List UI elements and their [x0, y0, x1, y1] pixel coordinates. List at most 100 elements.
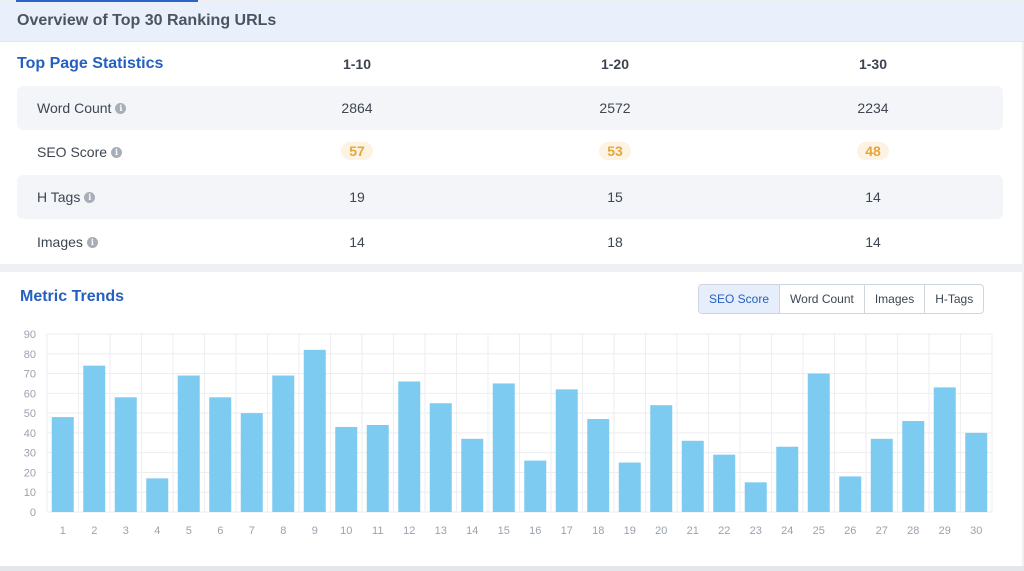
x-tick-label: 1	[60, 525, 66, 537]
y-tick-label: 10	[24, 487, 36, 499]
y-tick-label: 90	[24, 329, 36, 341]
bar-11[interactable]	[366, 424, 389, 512]
x-tick-label: 29	[939, 525, 951, 537]
bar-7[interactable]	[240, 413, 263, 512]
x-tick-label: 14	[466, 525, 478, 537]
bar-16[interactable]	[524, 460, 547, 512]
stats-title: Top Page Statistics	[17, 55, 164, 72]
bar-21[interactable]	[681, 440, 704, 512]
stat-value: 2234	[857, 100, 889, 116]
bar-30[interactable]	[965, 432, 988, 512]
x-tick-label: 15	[498, 525, 510, 537]
overview-header: Overview of Top 30 Ranking URLs	[0, 2, 1024, 42]
x-tick-label: 4	[154, 525, 160, 537]
stats-row-seo-score: SEO Score i 57 53 48	[17, 130, 1003, 174]
bar-4[interactable]	[146, 478, 169, 512]
seo-score-badge: 57	[341, 142, 373, 160]
info-icon[interactable]: i	[115, 102, 127, 114]
row-label: Images i	[37, 234, 98, 250]
info-icon[interactable]: i	[111, 146, 123, 158]
active-tab-indicator	[16, 0, 198, 2]
x-tick-label: 7	[249, 525, 255, 537]
info-icon[interactable]: i	[84, 191, 96, 203]
stats-row-word-count: Word Count i 2864 2572 2234	[17, 86, 1003, 130]
x-tick-label: 8	[280, 525, 286, 537]
x-tick-label: 9	[312, 525, 318, 537]
x-tick-label: 24	[781, 525, 793, 537]
bar-2[interactable]	[83, 365, 106, 512]
bar-22[interactable]	[713, 454, 736, 512]
bar-18[interactable]	[587, 419, 610, 512]
stat-value: 2864	[341, 100, 373, 116]
trends-title: Metric Trends	[20, 288, 125, 305]
stats-row-h-tags: H Tags i 19 15 14	[17, 175, 1003, 219]
x-tick-label: 23	[750, 525, 762, 537]
x-tick-label: 3	[123, 525, 129, 537]
seo-score-cell: 53	[575, 142, 655, 160]
bar-10[interactable]	[335, 426, 358, 512]
bar-19[interactable]	[618, 462, 641, 512]
x-tick-label: 2	[91, 525, 97, 537]
bar-28[interactable]	[902, 421, 925, 512]
info-icon[interactable]: i	[86, 236, 98, 248]
stat-value: 14	[865, 189, 881, 205]
bar-23[interactable]	[744, 482, 767, 512]
column-header-1-30: 1-30	[858, 56, 888, 72]
seo-score-badge: 53	[599, 142, 631, 160]
bar-27[interactable]	[870, 438, 893, 512]
top-page-statistics-card: Top Page Statistics 1-10 1-20 1-30 Word …	[0, 42, 1022, 264]
bar-9[interactable]	[303, 349, 326, 512]
bar-6[interactable]	[209, 397, 232, 512]
bar-25[interactable]	[807, 373, 830, 512]
column-header-1-20: 1-20	[600, 56, 630, 72]
x-tick-label: 10	[340, 525, 352, 537]
y-tick-label: 30	[24, 448, 36, 460]
stat-value: 19	[349, 189, 365, 205]
x-tick-label: 12	[403, 525, 415, 537]
bar-3[interactable]	[114, 397, 137, 512]
bar-12[interactable]	[398, 381, 421, 512]
tab-h-tags[interactable]: H-Tags	[935, 292, 974, 306]
y-tick-label: 80	[24, 349, 36, 361]
bar-15[interactable]	[492, 383, 515, 512]
x-tick-label: 21	[687, 525, 699, 537]
stat-value: 14	[349, 234, 365, 250]
y-tick-label: 40	[24, 428, 36, 440]
y-tick-label: 20	[24, 467, 36, 479]
bar-24[interactable]	[776, 446, 799, 512]
bar-8[interactable]	[272, 375, 295, 512]
row-label: SEO Score i	[37, 144, 123, 160]
x-tick-label: 30	[970, 525, 982, 537]
stats-row-images: Images i 14 18 14	[17, 220, 1003, 264]
x-tick-label: 5	[186, 525, 192, 537]
x-tick-label: 25	[813, 525, 825, 537]
y-tick-label: 0	[30, 507, 36, 519]
x-tick-label: 18	[592, 525, 604, 537]
bar-5[interactable]	[177, 375, 200, 512]
bar-20[interactable]	[650, 405, 673, 512]
y-tick-label: 60	[24, 388, 36, 400]
x-tick-label: 16	[529, 525, 541, 537]
stat-value: 15	[607, 189, 623, 205]
row-label-text: Images	[37, 234, 83, 250]
column-header-1-10: 1-10	[342, 56, 372, 72]
bar-29[interactable]	[933, 387, 956, 512]
bar-26[interactable]	[839, 476, 862, 512]
seo-score-badge: 48	[857, 142, 889, 160]
seo-score-cell: 48	[833, 142, 913, 160]
bar-1[interactable]	[51, 417, 74, 512]
row-label-text: Word Count	[37, 100, 112, 116]
tab-images[interactable]: Images	[865, 285, 926, 313]
row-label-text: SEO Score	[37, 144, 108, 160]
row-label-text: H Tags	[37, 189, 81, 205]
bar-13[interactable]	[429, 403, 452, 512]
metric-trends-card: Metric Trends SEO Score Word Count Image…	[0, 272, 1022, 566]
bar-17[interactable]	[555, 389, 578, 512]
tab-word-count[interactable]: Word Count	[780, 285, 865, 313]
y-tick-label: 50	[24, 408, 36, 420]
row-label: Word Count i	[37, 100, 127, 116]
bar-14[interactable]	[461, 438, 484, 512]
x-tick-label: 6	[217, 525, 223, 537]
tab-seo-score[interactable]: SEO Score	[699, 285, 781, 313]
